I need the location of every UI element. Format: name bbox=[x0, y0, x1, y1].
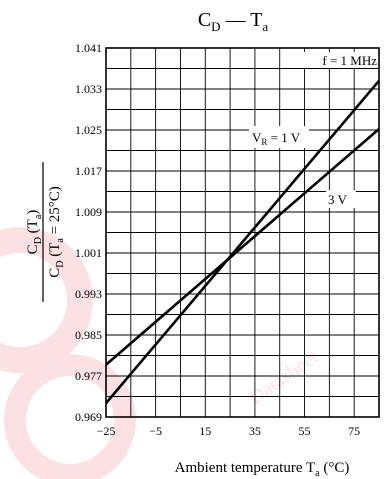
x-tick-label: 15 bbox=[199, 424, 211, 438]
series-label-3v: 3 V bbox=[328, 192, 348, 207]
y-tick-label: 1.033 bbox=[75, 82, 102, 96]
y-tick-label: 1.025 bbox=[75, 123, 102, 137]
series-line-1 bbox=[105, 127, 380, 366]
y-tick-label: 1.009 bbox=[75, 205, 102, 219]
x-tick-label: −25 bbox=[97, 424, 116, 438]
y-tick-label: 0.977 bbox=[75, 369, 102, 383]
series-label-bg-1v bbox=[249, 126, 309, 148]
chart-title: CD — Ta bbox=[198, 9, 269, 34]
plot-frame bbox=[105, 47, 380, 418]
x-tick-label: −5 bbox=[149, 424, 162, 438]
series-line-0 bbox=[105, 79, 380, 405]
y-tick-label: 1.017 bbox=[75, 164, 102, 178]
y-tick-label: 0.993 bbox=[75, 287, 102, 301]
x-tick-label: 55 bbox=[299, 424, 311, 438]
y-tick-label: 0.985 bbox=[75, 328, 102, 342]
y-label-numerator: CD (Ta) bbox=[25, 210, 44, 255]
x-tick-label: 75 bbox=[348, 424, 360, 438]
tick-labels: 0.969 0.977 0.985 0.993 1.001 1.009 1.017 1.025… bbox=[75, 41, 360, 438]
series-label-1v: VR = 1 V bbox=[252, 130, 301, 147]
y-tick-label: 1.001 bbox=[75, 246, 102, 260]
y-axis-label: CD (Ta) CD (Ta = 25°C) bbox=[25, 162, 66, 302]
y-tick-label: 0.969 bbox=[75, 410, 102, 424]
grid bbox=[105, 47, 380, 418]
x-axis-label: Ambient temperature Ta (°C) bbox=[175, 460, 350, 479]
y-tick-label: 1.041 bbox=[75, 41, 102, 55]
x-tick-label: 35 bbox=[249, 424, 261, 438]
y-label-denominator: CD (Ta = 25°C) bbox=[47, 186, 66, 278]
series-label-bg-3v bbox=[326, 190, 356, 208]
annotation-bg bbox=[304, 52, 378, 68]
annotation-frequency: f = 1 MHz bbox=[322, 53, 377, 68]
series-lines bbox=[105, 79, 380, 405]
